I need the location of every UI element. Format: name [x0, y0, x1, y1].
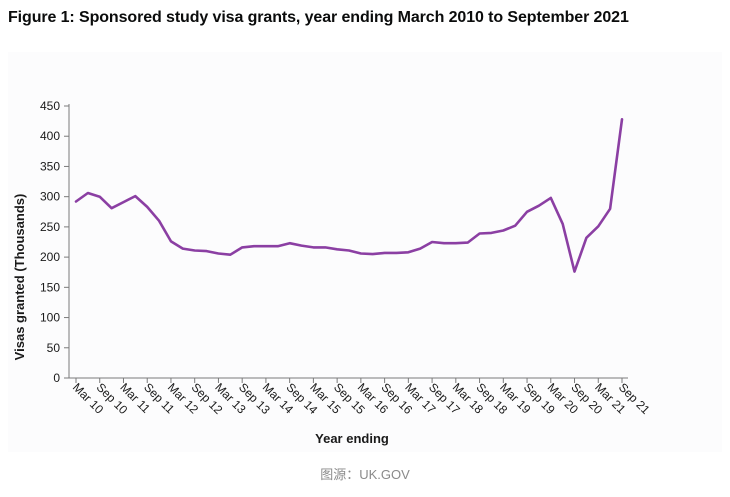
y-tick-label: 50 — [47, 341, 61, 355]
y-tick-label: 400 — [40, 129, 60, 143]
y-tick-label: 250 — [40, 220, 60, 234]
y-tick-label: 350 — [40, 159, 60, 173]
series-layer — [74, 118, 624, 273]
y-axis: 0 50 100 150 200 250 300 350 400 450 — [40, 99, 70, 385]
y-tick-label: 0 — [53, 371, 60, 385]
y-tick-label: 300 — [40, 190, 60, 204]
y-axis-label: Visas granted (Thousands) — [12, 194, 27, 361]
figure-title: Figure 1: Sponsored study visa grants, y… — [8, 9, 629, 26]
y-tick-label: 200 — [40, 250, 60, 264]
y-tick-label: 450 — [40, 99, 60, 113]
y-tick-label: 150 — [40, 280, 60, 294]
y-tick-label: 100 — [40, 311, 60, 325]
x-axis-label: Year ending — [315, 431, 389, 446]
source-caption: 图源：UK.GOV — [320, 467, 410, 482]
chart-panel: 0 50 100 150 200 250 300 350 400 450 Mar 10 Sep 10… — [8, 52, 722, 452]
series-line — [74, 118, 624, 273]
